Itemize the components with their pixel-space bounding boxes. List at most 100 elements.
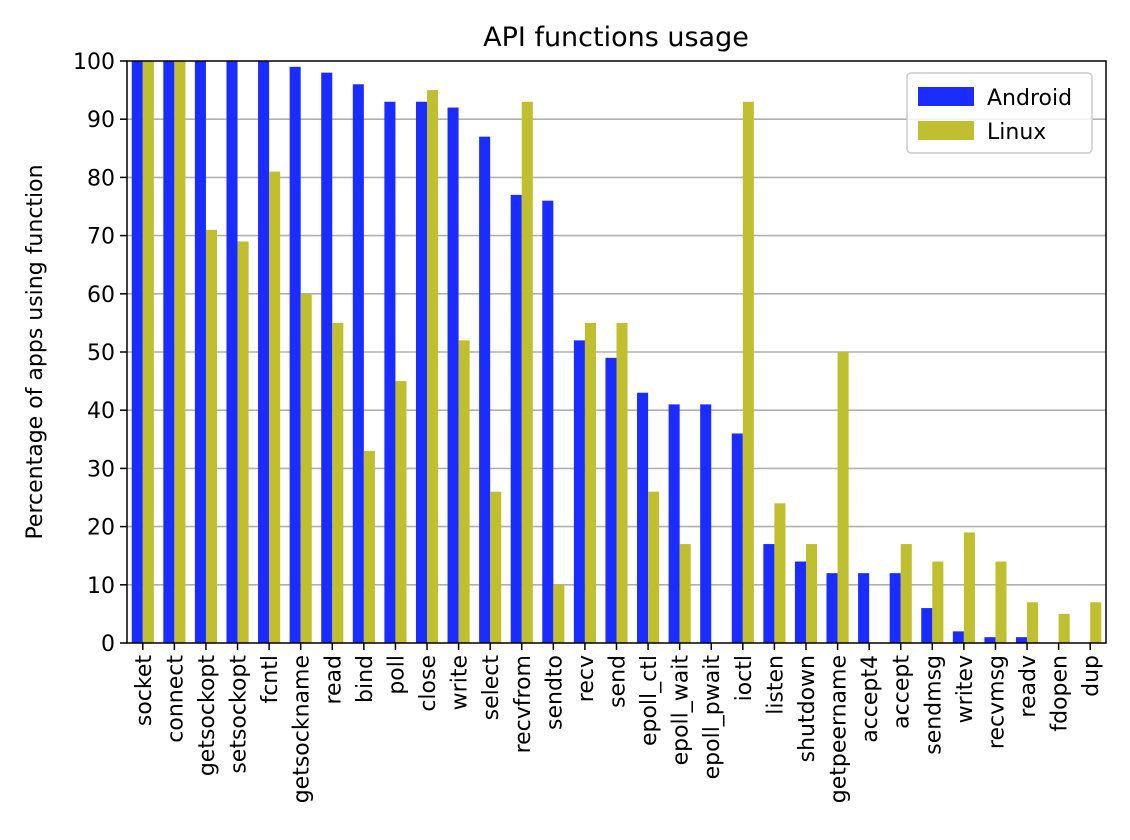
bar-android-close	[415, 101, 428, 644]
bar-android-epoll_wait	[668, 404, 680, 643]
x-tick-label-recv: recv	[574, 655, 599, 702]
bar-linux-getpeername	[837, 352, 849, 643]
bar-android-recv	[573, 340, 585, 643]
x-tick-label-recvmsg: recvmsg	[984, 655, 1009, 749]
bar-linux-recvmsg	[995, 561, 1007, 643]
x-tick-label-close: close	[416, 655, 441, 712]
bar-linux-fcntl	[269, 171, 281, 643]
bar-linux-sendmsg	[932, 561, 944, 643]
bar-linux-connect	[174, 61, 186, 643]
bar-android-recvmsg	[984, 637, 996, 643]
bar-android-fcntl	[258, 61, 270, 643]
bar-android-getsockopt	[194, 61, 206, 643]
y-tick-label: 70	[87, 225, 115, 250]
x-tick-label-epoll_pwait: epoll_pwait	[700, 655, 725, 780]
x-tick-label-write: write	[448, 655, 473, 710]
x-tick-label-select: select	[479, 655, 504, 721]
bar-android-ioctl	[731, 433, 743, 643]
x-tick-label-ioctl: ioctl	[732, 655, 757, 701]
bar-android-getsockname	[289, 66, 301, 643]
bar-android-socket	[131, 61, 143, 643]
bar-android-shutdown	[794, 561, 806, 643]
bar-linux-accept	[900, 544, 912, 643]
x-tick-label-connect: connect	[163, 655, 188, 743]
bar-linux-recvfrom	[521, 101, 533, 644]
y-axis-label: Percentage of apps using function	[23, 164, 48, 539]
x-tick-label-sendto: sendto	[542, 655, 567, 730]
bar-linux-getsockname	[300, 293, 312, 643]
chart-title: API functions usage	[483, 22, 749, 53]
bar-linux-dup	[1090, 602, 1102, 643]
x-tick-labels: socket connect getsockopt setsockopt fcntl ge…	[132, 643, 1104, 803]
bar-linux-bind	[363, 450, 375, 643]
bar-linux-setsockopt	[237, 241, 249, 644]
bar-linux-recv	[584, 322, 596, 643]
bars	[131, 61, 1102, 644]
bar-linux-write	[458, 340, 470, 643]
x-tick-label-readv: readv	[1016, 655, 1041, 718]
bar-android-read	[321, 72, 333, 643]
bar-android-epoll_pwait	[700, 404, 712, 643]
y-tick-label: 0	[101, 632, 115, 657]
x-tick-label-writev: writev	[953, 655, 978, 723]
x-tick-label-getsockopt: getsockopt	[195, 655, 220, 777]
bar-android-epoll_ctl	[637, 392, 649, 643]
bar-android-listen	[763, 544, 775, 643]
bar-android-poll	[384, 101, 396, 644]
y-tick-label: 10	[87, 574, 115, 599]
bar-android-bind	[352, 84, 364, 643]
bar-android-accept	[889, 573, 901, 643]
y-tick-labels: 0 10 20 30 40 50 60 70 80 90 100	[73, 50, 127, 657]
y-tick-label: 60	[87, 283, 115, 308]
bar-android-send	[605, 357, 617, 643]
bar-android-readv	[1015, 637, 1028, 643]
bar-linux-ioctl	[742, 101, 754, 644]
x-tick-label-shutdown: shutdown	[795, 655, 820, 762]
bar-linux-epoll_ctl	[648, 491, 660, 643]
bar-android-write	[447, 107, 459, 643]
bar-linux-sendto	[553, 584, 565, 643]
x-tick-label-read: read	[321, 655, 346, 705]
bar-linux-read	[332, 322, 344, 643]
x-tick-label-send: send	[606, 655, 631, 708]
y-tick-label: 40	[87, 399, 115, 424]
bar-linux-readv	[1027, 602, 1039, 643]
legend-label-android: Android	[987, 86, 1072, 111]
x-tick-label-epoll_ctl: epoll_ctl	[637, 655, 662, 746]
bar-android-connect	[163, 61, 175, 643]
y-tick-label: 90	[87, 108, 115, 133]
legend: Android Linux	[906, 72, 1093, 154]
bar-android-sendto	[542, 200, 554, 643]
x-tick-label-setsockopt: setsockopt	[227, 655, 252, 774]
bar-android-writev	[952, 631, 964, 643]
bar-linux-getsockopt	[205, 229, 218, 643]
x-tick-label-dup: dup	[1079, 655, 1104, 697]
x-tick-label-accept4: accept4	[858, 655, 883, 743]
bar-linux-send	[616, 322, 628, 643]
bar-linux-select	[490, 491, 502, 643]
legend-swatch-linux	[918, 121, 974, 140]
y-tick-label: 50	[87, 341, 115, 366]
x-tick-label-accept: accept	[890, 655, 915, 729]
x-tick-label-getpeername: getpeername	[827, 655, 852, 803]
x-tick-label-socket: socket	[132, 655, 157, 727]
bar-android-accept4	[858, 573, 870, 643]
y-tick-label: 80	[87, 166, 115, 191]
legend-swatch-android	[918, 87, 974, 106]
x-tick-label-getsockname: getsockname	[290, 655, 315, 803]
y-tick-label: 20	[87, 516, 115, 541]
bar-android-setsockopt	[226, 61, 238, 643]
bar-linux-epoll_wait	[679, 544, 691, 643]
y-tick-label: 30	[87, 457, 115, 482]
bar-linux-listen	[774, 503, 786, 643]
y-tick-label: 100	[73, 50, 115, 75]
bar-linux-writev	[963, 532, 975, 643]
bar-linux-close	[427, 90, 439, 644]
legend-label-linux: Linux	[987, 120, 1046, 145]
x-tick-label-epoll_wait: epoll_wait	[669, 655, 694, 766]
bar-android-sendmsg	[921, 608, 933, 643]
x-tick-label-sendmsg: sendmsg	[921, 655, 946, 755]
bar-linux-socket	[142, 61, 154, 643]
